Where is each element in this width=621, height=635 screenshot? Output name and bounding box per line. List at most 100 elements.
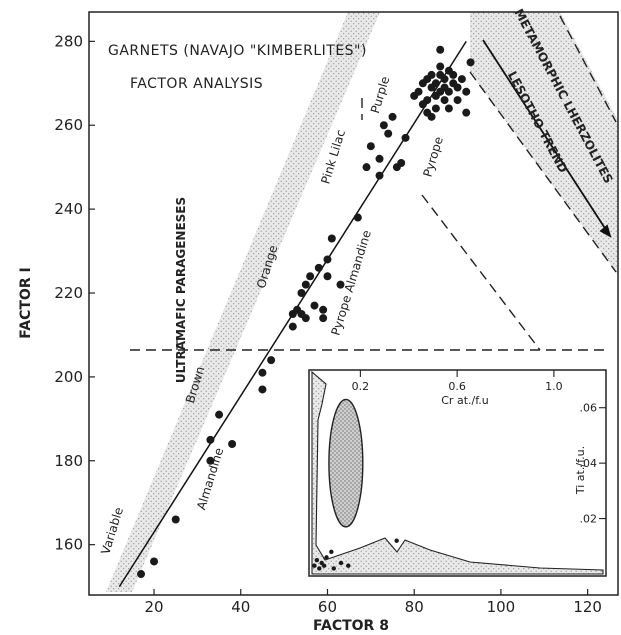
x-tick-label-0: 20 <box>144 598 163 616</box>
lesotho-arrow <box>482 39 612 238</box>
chart-title: GARNETS (NAVAJO "KIMBERLITES") <box>108 43 367 59</box>
chart-subtitle: FACTOR ANALYSIS <box>130 76 263 92</box>
data-point-21 <box>319 314 328 323</box>
inset-chart: 0.2 0.6 1.0 .06 .04 .02 Cr at./f.u Ti at./f.… <box>308 369 607 577</box>
data-point-7 <box>258 385 267 394</box>
y-tick-label-1: 180 <box>54 452 83 470</box>
data-point-10 <box>288 322 297 331</box>
data-point-58 <box>449 70 458 79</box>
data-point-56 <box>444 104 453 113</box>
inset-point-6 <box>329 549 334 555</box>
data-point-6 <box>228 440 237 449</box>
data-point-0 <box>137 570 146 579</box>
x-tick-label-1: 40 <box>231 598 250 616</box>
inset-y-tick-label-1: .04 <box>580 457 598 470</box>
y-tick-label-5: 260 <box>54 116 83 134</box>
data-point-15 <box>297 289 306 298</box>
lesotho-upper-edge <box>559 15 617 123</box>
inset-y-ticks: .06 .04 .02 <box>580 402 606 526</box>
data-point-2 <box>171 515 180 524</box>
data-point-36 <box>401 133 410 142</box>
label-pyrope: Pyrope <box>420 135 445 179</box>
y-tick-label-6: 280 <box>54 32 83 50</box>
data-point-60 <box>453 96 462 105</box>
inset-point-9 <box>346 563 351 568</box>
inset-x-tick-label-1: 0.6 <box>448 380 466 393</box>
data-point-62 <box>462 87 471 96</box>
inset-y-tick-label-2: .02 <box>580 513 598 526</box>
data-point-59 <box>453 83 462 92</box>
data-point-9 <box>267 356 276 365</box>
inset-point-5 <box>324 555 329 560</box>
data-point-64 <box>466 58 475 67</box>
data-point-31 <box>379 121 388 130</box>
pyrope-field-edge <box>421 194 541 351</box>
inset-x-label: Cr at./f.u <box>441 394 489 407</box>
data-point-28 <box>366 142 375 151</box>
y-tick-label-3: 220 <box>54 284 83 302</box>
y-tick-label-0: 160 <box>54 536 83 554</box>
data-point-63 <box>436 45 445 54</box>
data-point-1 <box>150 557 159 566</box>
data-point-50 <box>436 62 445 71</box>
data-point-23 <box>323 272 332 281</box>
data-point-33 <box>388 112 397 121</box>
label-almandine-lower: Almandine <box>194 446 226 511</box>
data-point-19 <box>314 263 323 272</box>
data-point-32 <box>384 129 393 138</box>
inset-point-0 <box>312 563 317 568</box>
plot-frame <box>88 11 619 596</box>
y-axis-ticks: 160 180 200 220 240 260 280 <box>54 32 95 554</box>
data-point-30 <box>375 154 384 163</box>
inset-field <box>311 370 604 575</box>
data-point-47 <box>431 79 440 88</box>
data-point-14 <box>301 314 310 323</box>
label-variable: Variable <box>98 506 126 557</box>
data-point-24 <box>327 234 336 243</box>
x-axis-ticks: 20 40 60 80 100 120 <box>144 589 602 616</box>
y-tick-label-4: 240 <box>54 200 83 218</box>
y-axis-label: FACTOR I <box>18 267 34 338</box>
data-point-53 <box>440 75 449 84</box>
data-point-5 <box>215 410 224 419</box>
data-point-3 <box>206 456 215 465</box>
data-point-4 <box>206 435 215 444</box>
inset-x-tick-label-2: 1.0 <box>545 380 563 393</box>
x-tick-label-5: 120 <box>573 598 602 616</box>
data-point-46 <box>431 104 440 113</box>
data-point-25 <box>336 280 345 289</box>
data-point-67 <box>423 108 432 117</box>
data-point-18 <box>310 301 319 310</box>
inset-x-tick-label-0: 0.2 <box>352 380 370 393</box>
inset-point-1 <box>314 557 320 563</box>
x-tick-label-4: 100 <box>487 598 516 616</box>
data-point-16 <box>301 280 310 289</box>
inset-y-label: Ti at./f.u. <box>574 446 587 495</box>
x-tick-label-3: 80 <box>405 598 424 616</box>
data-point-17 <box>306 272 315 281</box>
inset-point-4 <box>321 563 327 568</box>
dashed-lines <box>130 15 617 351</box>
data-point-55 <box>444 87 453 96</box>
label-purple: Purple <box>368 75 392 115</box>
data-point-42 <box>423 96 432 105</box>
label-ultramafic: ULTRAMAFIC PARAGENESES <box>174 197 188 383</box>
inset-x-ticks: 0.2 0.6 1.0 <box>352 370 563 393</box>
data-point-26 <box>353 213 362 222</box>
inset-points <box>312 538 399 571</box>
inset-point-7 <box>331 566 336 571</box>
data-point-65 <box>462 108 471 117</box>
inset-ellipse <box>328 398 364 528</box>
lesotho-lower-edge <box>469 71 617 273</box>
trend-band <box>106 12 380 592</box>
data-points <box>137 45 475 579</box>
x-axis-label: FACTOR 8 <box>313 618 389 634</box>
data-point-52 <box>440 96 449 105</box>
inset-point-8 <box>338 560 344 566</box>
data-point-35 <box>397 158 406 167</box>
label-pyrope-almandine: Pyrope Almandine <box>329 229 374 338</box>
data-point-22 <box>323 255 332 264</box>
data-point-29 <box>375 171 384 180</box>
data-point-27 <box>362 163 371 172</box>
